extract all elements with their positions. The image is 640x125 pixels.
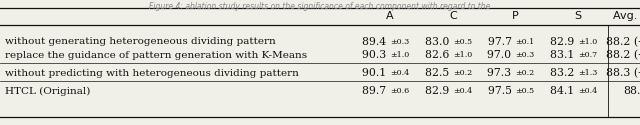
Text: 90.3: 90.3	[362, 50, 390, 60]
Text: ±1.0: ±1.0	[453, 51, 472, 59]
Text: 82.6: 82.6	[425, 50, 453, 60]
Text: ±1.3: ±1.3	[578, 69, 597, 77]
Text: ±1.0: ±1.0	[390, 51, 409, 59]
Text: 83.1: 83.1	[550, 50, 578, 60]
Text: 90.1: 90.1	[362, 68, 390, 78]
Text: without predicting with heterogeneous dividing pattern: without predicting with heterogeneous di…	[5, 68, 299, 78]
Text: HTCL (Original): HTCL (Original)	[5, 86, 90, 96]
Text: ±0.2: ±0.2	[515, 69, 534, 77]
Text: 88.2 (-0.4): 88.2 (-0.4)	[606, 37, 640, 47]
Text: 97.3: 97.3	[488, 68, 515, 78]
Text: 84.1: 84.1	[550, 86, 578, 96]
Text: ±0.4: ±0.4	[578, 87, 597, 95]
Text: replace the guidance of pattern generation with K-Means: replace the guidance of pattern generati…	[5, 50, 307, 59]
Text: ±0.2: ±0.2	[453, 69, 472, 77]
Text: 97.5: 97.5	[488, 86, 515, 96]
Text: 82.5: 82.5	[425, 68, 453, 78]
Text: Figure 4: ablation study results on the significance of each component with rega: Figure 4: ablation study results on the …	[149, 2, 491, 11]
Text: ±0.5: ±0.5	[453, 38, 472, 46]
Text: 82.9: 82.9	[550, 37, 578, 47]
Text: ±0.3: ±0.3	[515, 51, 534, 59]
Text: without generating heterogeneous dividing pattern: without generating heterogeneous dividin…	[5, 38, 276, 46]
Text: C: C	[449, 11, 457, 21]
Text: Avg. (Δ): Avg. (Δ)	[613, 11, 640, 21]
Text: 88.3 (-0.3): 88.3 (-0.3)	[606, 68, 640, 78]
Text: 88.6: 88.6	[623, 86, 640, 96]
Text: 89.7: 89.7	[362, 86, 390, 96]
Text: 82.9: 82.9	[425, 86, 453, 96]
Text: ±0.7: ±0.7	[578, 51, 597, 59]
Text: ±0.3: ±0.3	[390, 38, 409, 46]
Text: 88.2 (-0.4): 88.2 (-0.4)	[606, 50, 640, 60]
Text: 97.0: 97.0	[488, 50, 515, 60]
Text: ±0.6: ±0.6	[390, 87, 409, 95]
Text: S: S	[575, 11, 582, 21]
Text: 97.7: 97.7	[488, 37, 515, 47]
Text: A: A	[386, 11, 394, 21]
Text: 83.2: 83.2	[550, 68, 578, 78]
Text: ±0.4: ±0.4	[453, 87, 472, 95]
Text: 83.0: 83.0	[425, 37, 453, 47]
Text: ±0.1: ±0.1	[515, 38, 534, 46]
Text: 89.4: 89.4	[362, 37, 390, 47]
Text: P: P	[511, 11, 518, 21]
Text: ±0.4: ±0.4	[390, 69, 409, 77]
Text: ±0.5: ±0.5	[515, 87, 534, 95]
Text: ±1.0: ±1.0	[578, 38, 597, 46]
